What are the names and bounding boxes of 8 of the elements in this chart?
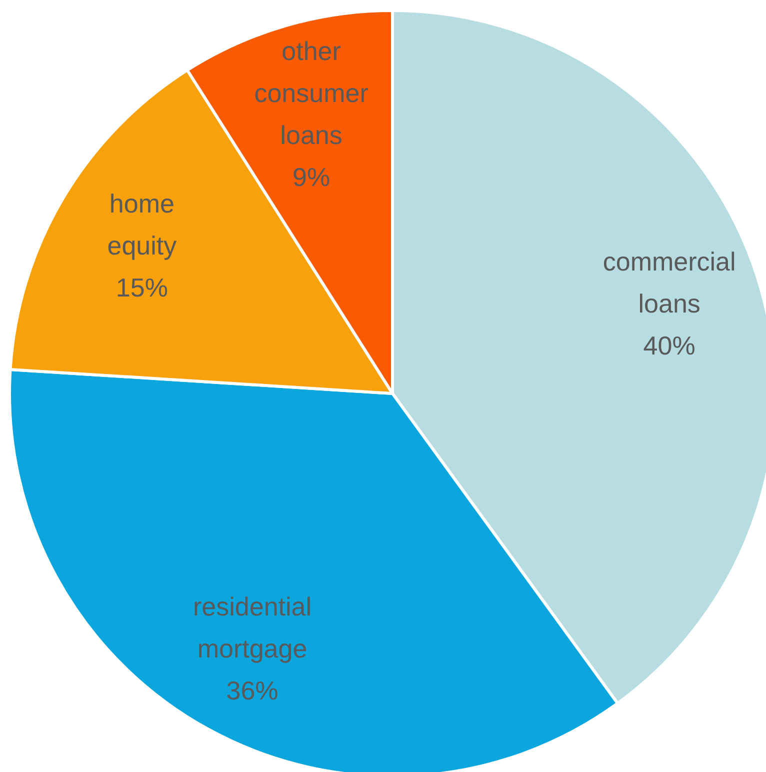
slice-label: commercial loans [602,246,736,319]
data-label: 40% [643,330,696,361]
slice-label: other consumer loans [254,36,369,150]
data-label: 9% [292,162,330,192]
slice-label: home equity [107,188,177,260]
slice-label: residential mortgage [193,592,312,664]
data-label: 15% [116,272,168,302]
data-label: 36% [226,676,278,706]
